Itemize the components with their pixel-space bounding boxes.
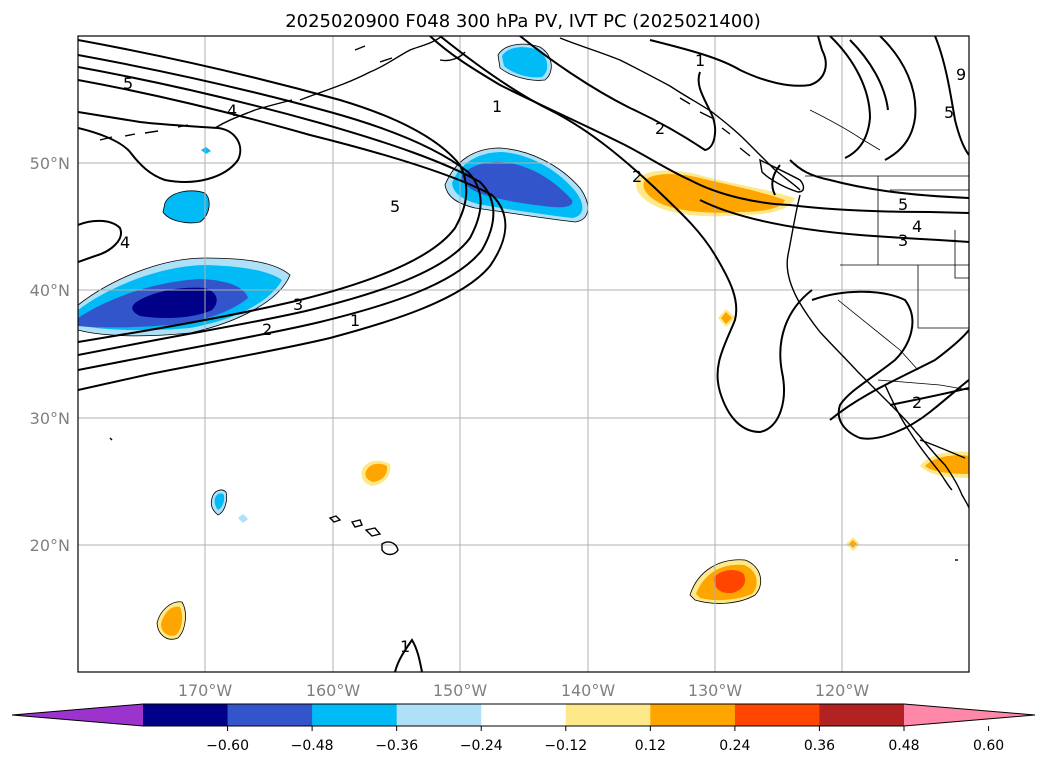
colorbar-extend-low <box>12 704 143 726</box>
contour-label: 1 <box>695 51 705 70</box>
lon-label: 160°W <box>306 681 361 700</box>
lon-label: 170°W <box>178 681 233 700</box>
colorbar-tick-label: −0.48 <box>291 738 334 754</box>
lon-label: 130°W <box>688 681 743 700</box>
contour-label: 1 <box>492 97 502 116</box>
colorbar-segment <box>650 704 736 726</box>
colorbar-tick-label: 0.48 <box>888 738 919 754</box>
contour-label: 5 <box>944 103 954 122</box>
colorbar-tick-label: 0.24 <box>719 738 750 754</box>
map-area: 5 4 4 5 3 2 1 1 2 2 1 5 4 3 2 1 9 5 <box>78 36 969 672</box>
lat-label: 30°N <box>30 409 70 428</box>
lon-label: 150°W <box>433 681 488 700</box>
ivt-contours <box>78 36 969 672</box>
colorbar-segment <box>227 704 313 726</box>
lon-label: 120°W <box>815 681 870 700</box>
contour-label: 2 <box>632 167 642 186</box>
contour-label: 2 <box>655 119 665 138</box>
colorbar-tick-label: −0.60 <box>206 738 249 754</box>
contour-label: 4 <box>912 217 922 236</box>
colorbar-segment <box>312 704 398 726</box>
colorbar-tick-label: 0.36 <box>804 738 835 754</box>
colorbar-segment <box>734 704 820 726</box>
contour-label: 4 <box>227 101 237 120</box>
positive-anomaly-shading <box>157 170 969 640</box>
colorbar-segment <box>481 704 567 726</box>
lat-label: 40°N <box>30 281 70 300</box>
map-frame <box>77 35 970 673</box>
colorbar-tick-label: −0.12 <box>544 738 587 754</box>
contour-label: 3 <box>293 295 303 314</box>
contour-label: 2 <box>262 320 272 339</box>
colorbar-segment <box>819 704 905 726</box>
contour-label: 5 <box>390 197 400 216</box>
coastlines <box>99 36 969 561</box>
map-title: 2025020900 F048 300 hPa PV, IVT PC (2025… <box>285 11 761 32</box>
contour-label: 5 <box>123 74 133 93</box>
lon-label: 140°W <box>561 681 616 700</box>
colorbar-outline <box>11 703 1036 727</box>
gridlines <box>78 36 969 672</box>
lat-label: 20°N <box>30 536 70 555</box>
contour-label: 4 <box>120 233 130 252</box>
contour-label: 5 <box>898 195 908 214</box>
colorbar-tick-label: 0.12 <box>635 738 666 754</box>
contour-label: 9 <box>956 65 966 84</box>
lat-label: 50°N <box>30 154 70 173</box>
contour-label: 1 <box>400 637 410 656</box>
colorbar-tick-label: 0.60 <box>973 738 1004 754</box>
colorbar-segment <box>143 704 229 726</box>
colorbar-segment <box>396 704 482 726</box>
colorbar: −0.60 −0.48 −0.36 −0.24 −0.12 0.12 0.24 0.36 0.4… <box>11 703 1036 754</box>
colorbar-tick-label: −0.24 <box>460 738 503 754</box>
colorbar-segment <box>565 704 651 726</box>
colorbar-extend-high <box>904 704 1035 726</box>
contour-label: 1 <box>350 311 360 330</box>
contour-label: 2 <box>912 393 922 412</box>
lat-labels: 50°N 40°N 30°N 20°N <box>30 154 70 555</box>
lon-labels: 170°W 160°W 150°W 140°W 130°W 120°W <box>178 681 870 700</box>
colorbar-tick-label: −0.36 <box>375 738 418 754</box>
contour-label: 3 <box>898 231 908 250</box>
borders <box>805 109 969 391</box>
contour-labels: 5 4 4 5 3 2 1 1 2 2 1 5 4 3 2 1 9 5 <box>120 51 966 656</box>
